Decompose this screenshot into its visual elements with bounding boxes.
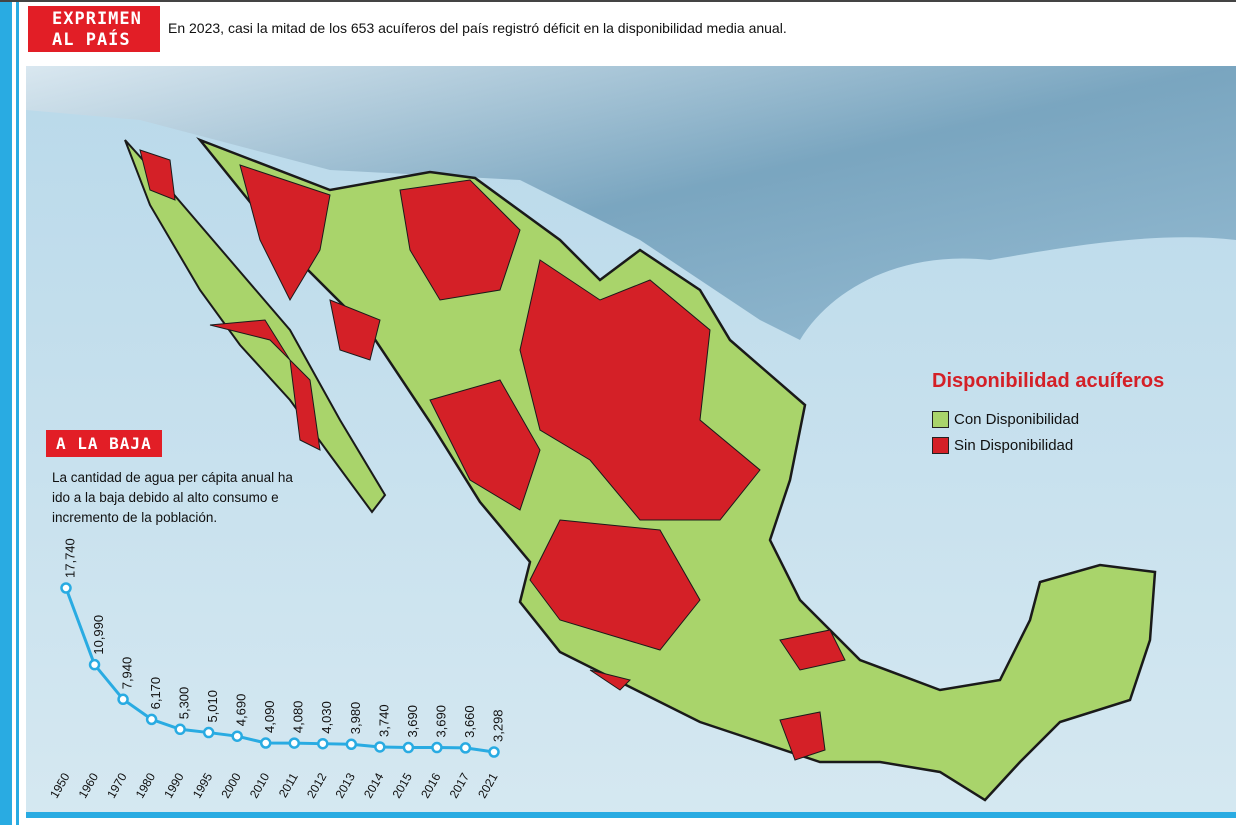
point bbox=[345, 738, 358, 751]
legend-swatch bbox=[932, 437, 949, 454]
point bbox=[174, 723, 186, 736]
x-tick-label: 1960 bbox=[76, 770, 102, 800]
point bbox=[60, 582, 72, 594]
x-tick-label: 2014 bbox=[361, 770, 387, 800]
x-tick-label: 2013 bbox=[332, 770, 358, 800]
x-tick-label: 2017 bbox=[447, 770, 473, 800]
x-tick-label: 1980 bbox=[133, 770, 159, 800]
value-label: 4,030 bbox=[319, 701, 334, 734]
legend-swatch bbox=[932, 411, 949, 428]
x-tick-label: 2010 bbox=[247, 770, 273, 800]
x-tick-label: 1990 bbox=[161, 770, 187, 800]
value-label: 4,090 bbox=[262, 700, 277, 733]
legend-title: Disponibilidad acuíferos bbox=[932, 370, 1165, 392]
point bbox=[459, 742, 472, 754]
point bbox=[259, 737, 272, 749]
value-label: 5,300 bbox=[177, 687, 192, 720]
value-label: 3,980 bbox=[348, 702, 363, 735]
x-tick-label: 2016 bbox=[418, 770, 444, 800]
value-label: 3,298 bbox=[490, 709, 505, 742]
x-tick-label: 1970 bbox=[104, 770, 130, 800]
x-tick-label: 2021 bbox=[475, 770, 501, 800]
point bbox=[488, 746, 500, 758]
tag-line: EXPRIMEN bbox=[52, 9, 142, 29]
point bbox=[431, 741, 443, 754]
point bbox=[402, 741, 415, 754]
legend-label: Con Disponibilidad bbox=[954, 411, 1080, 428]
header-text: En 2023, casi la mitad de los 653 acuífe… bbox=[168, 20, 787, 36]
legend-item: Sin Disponibilidad bbox=[932, 437, 1073, 454]
point bbox=[288, 737, 301, 749]
value-label: 3,690 bbox=[405, 705, 420, 738]
point bbox=[231, 730, 243, 742]
value-label: 3,660 bbox=[462, 705, 477, 738]
header-tag: EXPRIMEN AL PAÍS bbox=[28, 6, 160, 52]
value-label: 6,170 bbox=[148, 677, 163, 710]
x-tick-label: 2015 bbox=[390, 770, 416, 800]
line bbox=[64, 587, 495, 754]
value-label: 4,080 bbox=[291, 701, 306, 734]
point bbox=[145, 713, 158, 726]
chart-title: A LA BAJA bbox=[46, 430, 162, 457]
value-label: 4,690 bbox=[234, 694, 249, 727]
x-tick-label: 2000 bbox=[218, 770, 244, 800]
point bbox=[117, 693, 129, 706]
value-label: 7,940 bbox=[120, 657, 135, 690]
tag-line: AL PAÍS bbox=[52, 30, 131, 50]
point bbox=[374, 741, 386, 753]
value-label: 5,010 bbox=[205, 690, 220, 723]
point bbox=[88, 658, 101, 671]
legend-label: Sin Disponibilidad bbox=[954, 437, 1074, 454]
x-tick-label: 2012 bbox=[304, 770, 330, 800]
x-tick-label: 1995 bbox=[190, 770, 216, 800]
x-tick-label: 2011 bbox=[276, 770, 301, 800]
value-label: 3,690 bbox=[433, 705, 448, 738]
legend-item: Con Disponibilidad bbox=[932, 411, 1079, 428]
value-label: 3,740 bbox=[376, 704, 391, 737]
point bbox=[202, 726, 215, 739]
x-tick-label: 1950 bbox=[47, 770, 73, 800]
point bbox=[317, 737, 329, 750]
value-label: 10,990 bbox=[91, 615, 106, 655]
chart-subtitle: La cantidad de agua per cápita anual ha … bbox=[52, 470, 293, 525]
value-label: 17,740 bbox=[62, 538, 77, 578]
